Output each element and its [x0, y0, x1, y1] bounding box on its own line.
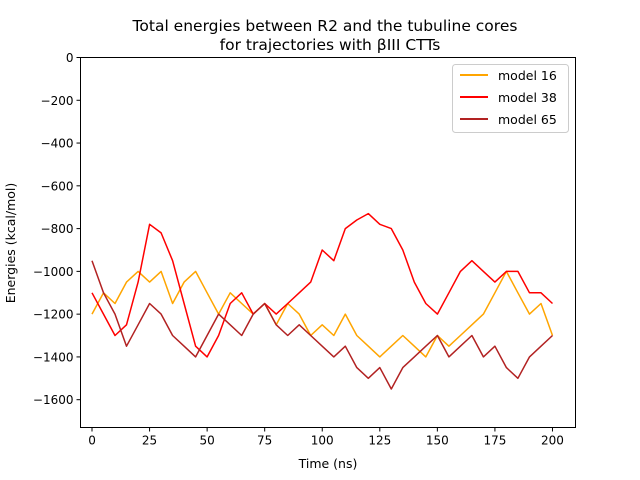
legend: model 16 model 38 model 65	[452, 64, 569, 133]
y-tick-label: −1200	[33, 308, 74, 322]
y-tick-label: −1400	[33, 350, 74, 364]
legend-label-model-65: model 65	[498, 112, 557, 127]
y-tick-label: −400	[41, 137, 74, 151]
series-line-model-38	[91, 212, 554, 358]
chart-title-line2: for trajectories with βIII CTTs	[220, 36, 441, 54]
series-line-model-65	[91, 260, 554, 390]
y-tick-label: 0	[66, 51, 74, 65]
x-tick-label: 75	[257, 434, 272, 448]
x-tick-label: 100	[311, 434, 334, 448]
ticks-layer: 0 25 50 75 100 125 150 175 200 0 −200 −400 −600 −800 −…	[33, 51, 564, 448]
chart-title-line1: Total energies between R2 and the tubuli…	[132, 17, 518, 35]
y-tick-label: −1000	[33, 265, 74, 279]
legend-box	[452, 64, 569, 133]
series-layer	[91, 212, 554, 390]
series-line-model-16	[91, 270, 554, 358]
x-tick-label: 50	[199, 434, 214, 448]
y-tick-label: −600	[41, 179, 74, 193]
legend-label-model-16: model 16	[498, 68, 557, 83]
y-tick-label: −200	[41, 94, 74, 108]
x-tick-label: 25	[142, 434, 157, 448]
x-tick-label: 175	[483, 434, 506, 448]
x-tick-label: 125	[368, 434, 391, 448]
x-tick-label: 200	[541, 434, 564, 448]
x-axis-label: Time (ns)	[298, 456, 358, 471]
y-tick-label: −1600	[33, 393, 74, 407]
x-tick-label: 0	[88, 434, 96, 448]
legend-label-model-38: model 38	[498, 90, 557, 105]
x-tick-label: 150	[426, 434, 449, 448]
y-axis-label: Energies (kcal/mol)	[3, 183, 18, 304]
plot-frame	[80, 57, 576, 428]
y-tick-label: −800	[41, 222, 74, 236]
